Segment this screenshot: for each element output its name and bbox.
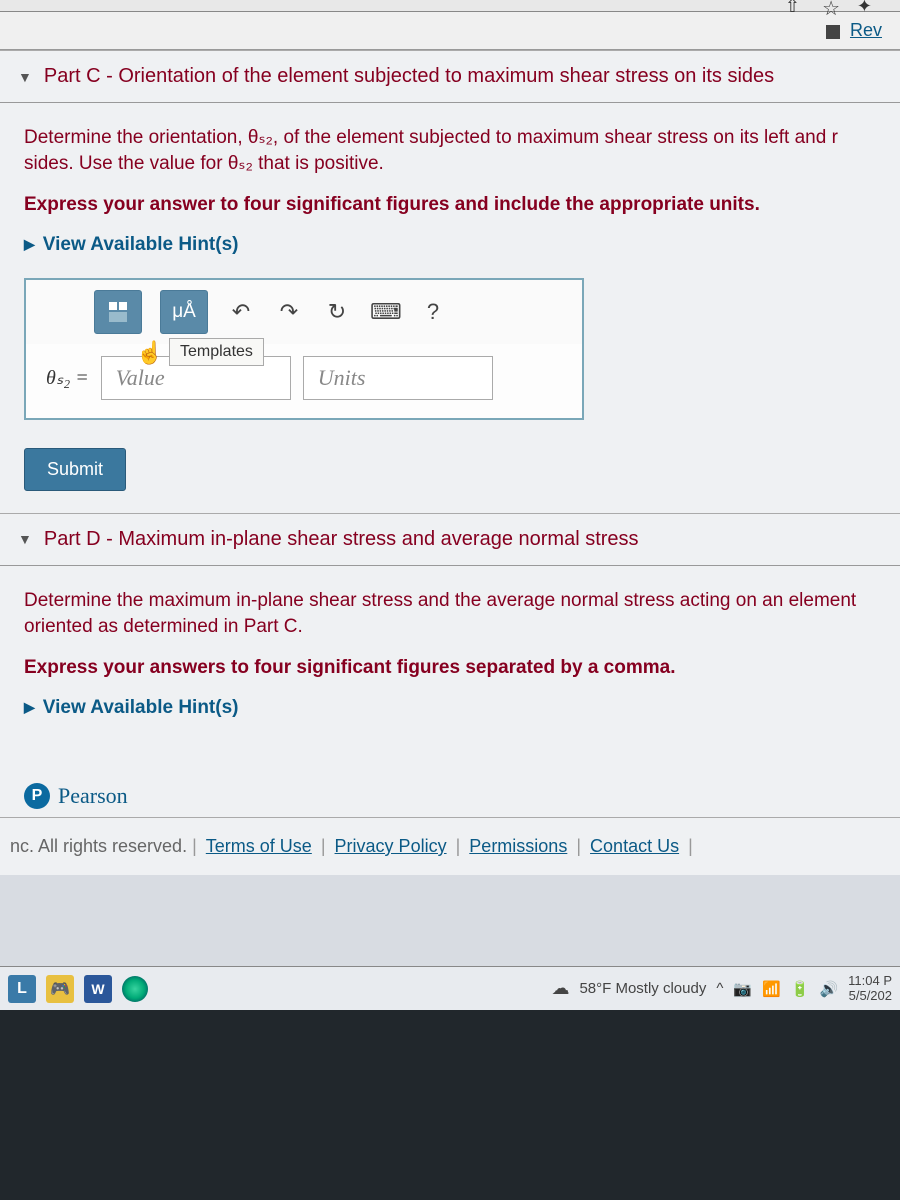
submit-button[interactable]: Submit (24, 448, 126, 491)
taskbar-app-icon[interactable]: L (8, 975, 36, 1003)
tray-volume-icon[interactable]: 🔊 (819, 980, 838, 998)
tray-camera-icon[interactable]: 📷 (733, 980, 752, 998)
theta-variable-label: θₛ₂ = (46, 365, 89, 390)
collapse-caret-icon: ▼ (18, 69, 32, 85)
part-d-hints-toggle[interactable]: ▶ View Available Hint(s) (24, 697, 238, 719)
terms-link[interactable]: Terms of Use (206, 836, 312, 856)
part-c-body: Determine the orientation, θₛ₂, of the e… (0, 103, 900, 513)
part-d-body: Determine the maximum in-plane shear str… (0, 566, 900, 763)
weather-status[interactable]: 58°F Mostly cloudy (579, 980, 706, 997)
review-square-icon (826, 25, 840, 39)
templates-tooltip: Templates (169, 338, 264, 366)
part-c-hints-toggle[interactable]: ▶ View Available Hint(s) (24, 234, 238, 256)
part-c-instruction: Determine the orientation, θₛ₂, of the e… (24, 125, 876, 176)
reset-icon[interactable]: ↻ (322, 299, 352, 325)
answer-input-box: μÅ ↶ ↷ ↻ ⌨ ? θₛ₂ = Value Units (24, 278, 584, 420)
pearson-brand: P Pearson (0, 763, 900, 817)
taskbar-word-icon[interactable]: W (84, 975, 112, 1003)
hints-label: View Available Hint(s) (43, 234, 239, 256)
taskbar-edge-icon[interactable] (122, 976, 148, 1002)
special-chars-button[interactable]: μÅ (160, 290, 208, 334)
part-c-header[interactable]: ▼ Part C - Orientation of the element su… (0, 51, 900, 103)
units-input[interactable]: Units (303, 356, 493, 400)
pearson-logo-icon: P (24, 783, 50, 809)
hints-caret-icon: ▶ (24, 236, 35, 253)
part-c-title: Part C - Orientation of the element subj… (44, 65, 774, 88)
footer-links: nc. All rights reserved. | Terms of Use … (0, 817, 900, 875)
permissions-link[interactable]: Permissions (469, 836, 567, 856)
tray-wifi-icon[interactable]: 📶 (762, 980, 781, 998)
review-link-bar: Rev (0, 12, 900, 50)
part-d-header[interactable]: ▼ Part D - Maximum in-plane shear stress… (0, 513, 900, 566)
extensions-icon[interactable]: ✦ (857, 0, 872, 17)
part-d-instruction: Determine the maximum in-plane shear str… (24, 588, 876, 639)
weather-cloud-icon: ☁ (551, 978, 569, 999)
monitor-bezel (0, 1010, 900, 1200)
privacy-link[interactable]: Privacy Policy (335, 836, 447, 856)
hints-label: View Available Hint(s) (43, 697, 239, 719)
contact-link[interactable]: Contact Us (590, 836, 679, 856)
review-link[interactable]: Rev (850, 20, 882, 40)
footer-copyright: nc. All rights reserved. (10, 836, 187, 856)
collapse-caret-icon: ▼ (18, 531, 32, 547)
taskbar-game-icon[interactable]: 🎮 (46, 975, 74, 1003)
equation-toolbar: μÅ ↶ ↷ ↻ ⌨ ? (26, 280, 582, 344)
templates-button[interactable] (94, 290, 142, 334)
keyboard-icon[interactable]: ⌨ (370, 299, 400, 325)
help-icon[interactable]: ? (418, 299, 448, 325)
tray-battery-icon[interactable]: 🔋 (791, 980, 810, 998)
hints-caret-icon: ▶ (24, 699, 35, 716)
part-c-format-instruction: Express your answer to four significant … (24, 192, 876, 218)
tray-chevron-icon[interactable]: ^ (716, 980, 723, 997)
favorite-star-icon[interactable]: ☆ (822, 0, 840, 21)
browser-chrome-bar: ⇧ ☆ ✦ (0, 0, 900, 12)
share-icon[interactable]: ⇧ (785, 0, 800, 17)
system-tray: ☁ 58°F Mostly cloudy ^ 📷 📶 🔋 🔊 11:04 P 5… (551, 974, 892, 1003)
windows-taskbar: L 🎮 W ☁ 58°F Mostly cloudy ^ 📷 📶 🔋 🔊 11:… (0, 966, 900, 1010)
pearson-label: Pearson (58, 783, 128, 809)
redo-icon[interactable]: ↷ (274, 299, 304, 325)
part-d-title: Part D - Maximum in-plane shear stress a… (44, 528, 639, 551)
cursor-hand-icon: ☝ (136, 340, 163, 366)
undo-icon[interactable]: ↶ (226, 299, 256, 325)
part-d-format-instruction: Express your answers to four significant… (24, 655, 876, 681)
clock-date[interactable]: 11:04 P 5/5/202 (848, 974, 892, 1003)
